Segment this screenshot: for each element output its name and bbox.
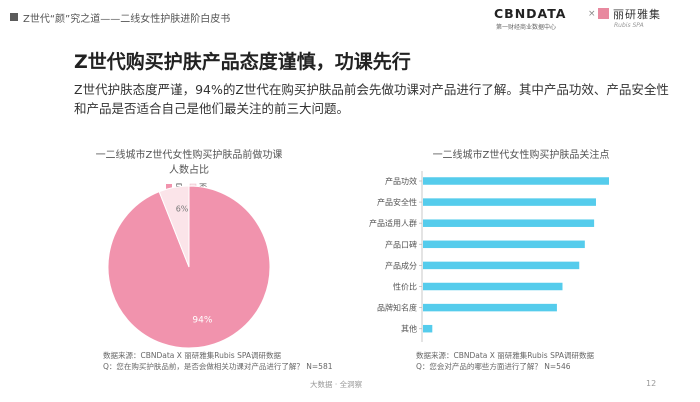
page-title: Z世代购买护肤产品态度谨慎，功课先行 [74, 51, 411, 73]
header-square-icon [10, 13, 18, 21]
bar-8 [423, 324, 433, 333]
pie-slice-no [158, 185, 190, 268]
bar-source-line: 数据来源：CBNData X 丽研雅集Rubis SPA调研数据 [416, 351, 595, 360]
bar-category-label-3: 产品适用人群 [369, 218, 417, 228]
bar-category-label-7: 品牌知名度 [377, 303, 417, 313]
bar-1 [423, 177, 609, 185]
pie-question-line: Q：您在购买护肤品前，是否会做相关功课对产品进行了解？ N=581 [103, 362, 333, 371]
brand-logo-subtitle: Rubis SPA [614, 22, 644, 29]
pie-data-label-no: 6% [176, 205, 189, 214]
page-number: 12 [646, 379, 657, 388]
bar-question-line: Q：您会对产品的哪些方面进行了解？ N=546 [416, 362, 571, 371]
bar-7 [423, 303, 557, 312]
bar-category-label-6: 性价比 [393, 282, 417, 292]
bar-4 [423, 240, 585, 249]
cbndata-logo-subtitle: 第一财经商业数据中心 [496, 24, 557, 31]
bar-3 [423, 219, 595, 227]
bar-title: 一二线城市Z世代女性购买护肤品关注点 [433, 148, 610, 161]
cbndata-logo: CBNDATA [494, 6, 567, 21]
brand-logo-icon [598, 8, 609, 19]
pie-title-line-2: 人数占比 [169, 163, 209, 176]
pie-source-line: 数据来源：CBNData X 丽研雅集Rubis SPA调研数据 [103, 351, 282, 360]
pie-title-line-1: 一二线城市Z世代女性购买护肤品前做功课 [96, 148, 283, 161]
pie-data-label-yes: 94% [192, 315, 212, 325]
bar-category-label-4: 产品口碑 [385, 239, 417, 249]
bar-source-note: 数据来源：CBNData X 丽研雅集Rubis SPA调研数据 Q：您会对产品… [416, 350, 594, 372]
pie-source-note: 数据来源：CBNData X 丽研雅集Rubis SPA调研数据 Q：您在购买护… [103, 350, 333, 372]
brand-logo-text: 丽研雅集 [613, 8, 661, 21]
bar-5 [423, 261, 580, 270]
bar-category-label-1: 产品功效 [385, 176, 417, 186]
logo-cross: × [588, 9, 596, 19]
page-description: Z世代护肤态度严谨，94%的Z世代在购买护肤品前会先做功课对产品进行了解。其中产… [74, 82, 669, 116]
bar-category-label-5: 产品成分 [385, 260, 417, 270]
bar-6 [423, 282, 563, 291]
bar-category-label-8: 其他 [401, 324, 417, 334]
bar-category-label-2: 产品安全性 [377, 197, 417, 207]
header-bar: Z世代“颜”究之道——二线女性护肤进阶白皮书 [10, 9, 690, 31]
footer-text: 大数据 · 全洞察 [310, 380, 363, 389]
bar-2 [423, 198, 596, 206]
logo-area: CBNDATA 第一财经商业数据中心 × 丽研雅集 Rubis SPA [486, 5, 686, 31]
header-title: Z世代“颜”究之道——二线女性护肤进阶白皮书 [23, 14, 231, 25]
pie-legend-swatch-1 [166, 184, 172, 190]
